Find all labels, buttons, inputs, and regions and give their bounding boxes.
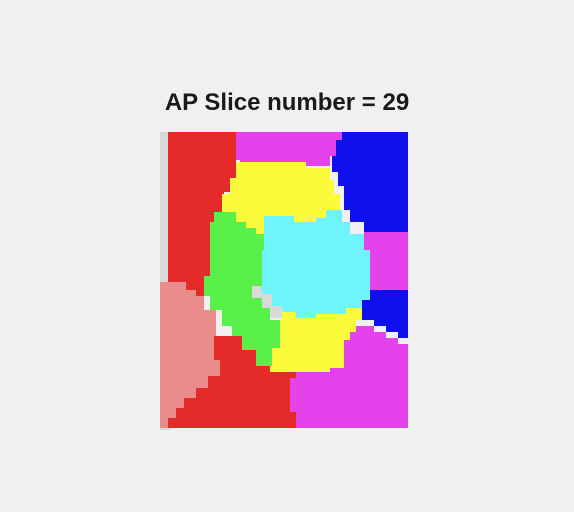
region-red-bottom — [168, 336, 296, 428]
region-yellow-bottom — [270, 308, 362, 372]
region-red-top — [168, 132, 242, 296]
region-blue-top — [332, 132, 408, 234]
region-cyan — [262, 210, 370, 318]
plot-title: AP Slice number = 29 — [164, 89, 410, 116]
region-magenta-bottom — [290, 326, 408, 428]
region-pink-left — [160, 282, 220, 428]
region-yellow-top — [222, 162, 340, 234]
region-magenta-right — [364, 232, 408, 290]
region-magenta-top — [236, 132, 342, 168]
region-grey-center — [252, 286, 296, 318]
region-blue-right — [362, 290, 408, 338]
region-green — [204, 212, 280, 366]
